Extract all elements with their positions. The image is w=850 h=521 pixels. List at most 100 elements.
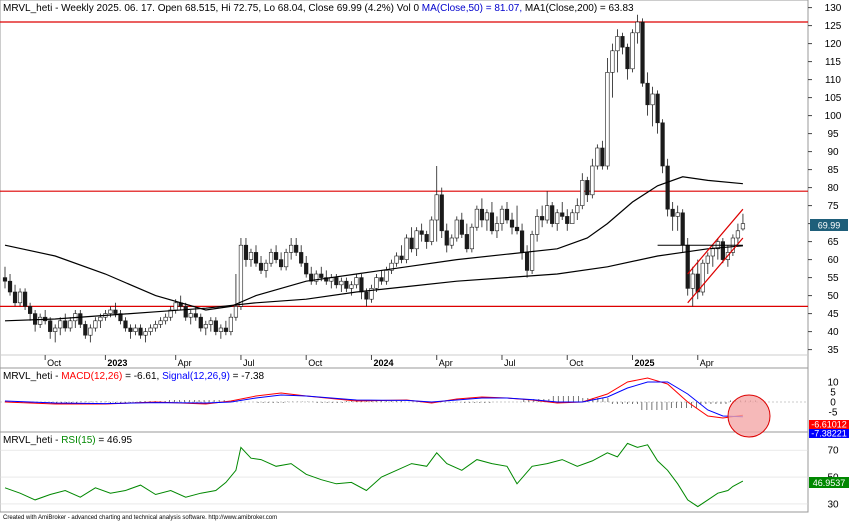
candle-body bbox=[7, 280, 13, 293]
candle-body bbox=[670, 208, 675, 217]
candle-body bbox=[289, 244, 294, 253]
x-tick-label: Oct bbox=[569, 358, 584, 368]
x-tick-label: Oct bbox=[47, 358, 62, 368]
candle-body bbox=[339, 280, 344, 286]
candle-body bbox=[163, 316, 168, 322]
candle-body bbox=[605, 72, 610, 167]
candle-body bbox=[138, 327, 143, 336]
candle-body bbox=[27, 306, 33, 314]
candle-body bbox=[680, 212, 685, 246]
trend-channel-line bbox=[687, 237, 744, 304]
candle-body bbox=[675, 212, 680, 217]
candle-body bbox=[529, 234, 535, 271]
price-header: MRVL_heti - Weekly 2025. 06. 17. Open 68… bbox=[3, 3, 634, 14]
candle-body bbox=[479, 208, 485, 221]
trend-channel bbox=[657, 208, 744, 304]
candle-body bbox=[53, 327, 58, 332]
x-tick-label: Apr bbox=[178, 358, 192, 368]
candle-body bbox=[695, 273, 700, 293]
candle-body bbox=[78, 313, 83, 325]
candle-body bbox=[58, 320, 63, 329]
candle-body bbox=[690, 273, 695, 289]
candle-body bbox=[158, 320, 163, 325]
candle-body bbox=[414, 230, 419, 250]
candle-body bbox=[474, 208, 479, 228]
candle-body bbox=[565, 216, 570, 224]
price-y-tick-label: 80 bbox=[827, 183, 839, 194]
candle-body bbox=[575, 205, 580, 214]
macd-highlight-circle bbox=[727, 394, 771, 438]
candle-body bbox=[509, 219, 515, 228]
candle-body bbox=[258, 262, 264, 271]
price-candles bbox=[2, 14, 746, 343]
rsi-y-tick-label: 70 bbox=[827, 446, 839, 457]
candle-body bbox=[83, 324, 88, 336]
candle-body bbox=[650, 93, 655, 106]
candle-body bbox=[394, 255, 399, 264]
candle-body bbox=[535, 216, 540, 235]
candle-body bbox=[625, 46, 630, 70]
candle-body bbox=[278, 259, 284, 268]
candle-body bbox=[153, 324, 158, 329]
ma50-line bbox=[4, 176, 743, 311]
ma200-line bbox=[4, 245, 743, 322]
candle-body bbox=[118, 313, 123, 322]
price-y-tick-label: 125 bbox=[825, 21, 842, 32]
candle-body bbox=[309, 273, 314, 282]
candle-body bbox=[294, 244, 299, 253]
signal-name: Signal(12,26,9) bbox=[162, 371, 230, 382]
ma50-label: MA(Close,50) = 81.07, bbox=[422, 3, 525, 14]
candle-body bbox=[464, 234, 469, 250]
macd-line bbox=[4, 377, 743, 419]
price-header-info: MRVL_heti - Weekly 2025. 06. 17. Open 68… bbox=[3, 3, 422, 14]
candle-body bbox=[359, 277, 364, 293]
x-tick-label: 2024 bbox=[373, 358, 393, 368]
candle-body bbox=[268, 252, 274, 264]
moving-averages bbox=[4, 176, 743, 322]
candle-body bbox=[389, 262, 394, 271]
signal-last-box bbox=[809, 429, 849, 438]
candle-body bbox=[439, 194, 444, 232]
candle-body bbox=[93, 320, 98, 329]
price-y-tick-label: 60 bbox=[827, 255, 839, 266]
candle-body bbox=[610, 50, 615, 73]
candle-body bbox=[504, 208, 510, 221]
candle-body bbox=[48, 320, 53, 332]
candle-body bbox=[243, 244, 249, 260]
ma200-label: MA1(Close,200) = 63.83 bbox=[525, 3, 634, 14]
candle-body bbox=[545, 205, 550, 221]
candle-body bbox=[354, 277, 359, 286]
candle-body bbox=[248, 252, 254, 260]
macd-y-tick-label: -5 bbox=[829, 408, 838, 419]
price-y-tick-label: 65 bbox=[827, 237, 839, 248]
candle-body bbox=[183, 306, 188, 318]
x-tick-label: 2025 bbox=[635, 358, 655, 368]
candle-body bbox=[17, 291, 23, 304]
candle-body bbox=[63, 320, 68, 329]
candle-body bbox=[590, 165, 595, 196]
candle-body bbox=[555, 212, 560, 224]
macd-y-tick-label: 10 bbox=[827, 378, 839, 389]
candle-body bbox=[22, 291, 28, 307]
price-horizontal-lines bbox=[0, 21, 808, 307]
candle-body bbox=[630, 32, 635, 70]
macd-y-tick-label: 0 bbox=[830, 398, 836, 409]
candle-body bbox=[429, 219, 434, 242]
candle-body bbox=[484, 212, 490, 221]
price-y-tick-label: 35 bbox=[827, 345, 839, 356]
candle-body bbox=[12, 291, 18, 304]
x-tick-label: Apr bbox=[700, 358, 714, 368]
candle-body bbox=[720, 241, 725, 260]
price-y-tick-label: 50 bbox=[827, 291, 839, 302]
candle-body bbox=[494, 223, 500, 232]
candle-body bbox=[499, 208, 505, 224]
x-tick-label: Oct bbox=[308, 358, 323, 368]
candle-body bbox=[88, 327, 93, 336]
price-y-tick-label: 100 bbox=[825, 111, 842, 122]
candle-body bbox=[38, 316, 43, 325]
price-y-tick-label: 105 bbox=[825, 93, 842, 104]
candle-body bbox=[364, 291, 369, 300]
price-y-tick-label: 85 bbox=[827, 165, 839, 176]
candle-body bbox=[233, 306, 239, 318]
